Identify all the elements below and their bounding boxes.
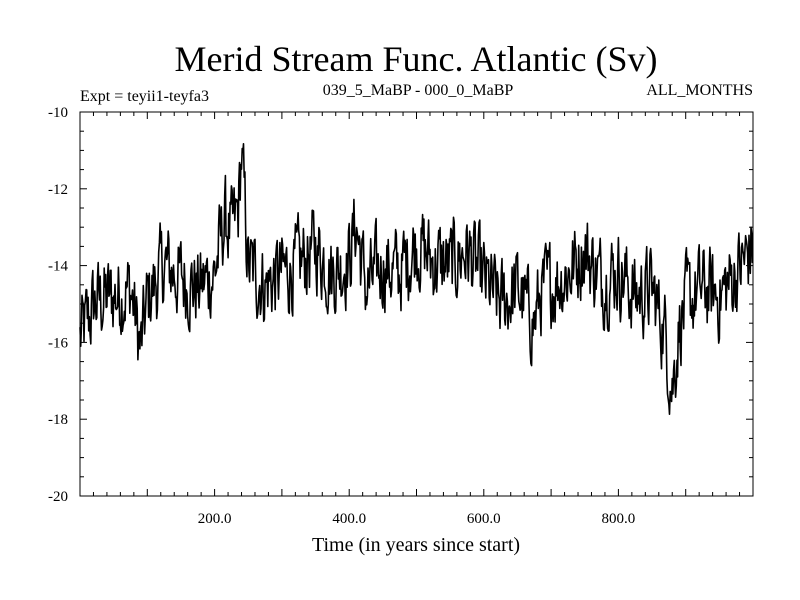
series-line [79,143,754,415]
plot-frame [79,111,754,497]
y-axis-ticks [80,111,753,497]
y-tick-label: -14 [48,259,68,275]
y-axis-tick-labels: -20 -18 -16 -14 -12 -10 [48,105,68,505]
y-tick-label: -20 [48,489,68,505]
y-tick-label: -16 [48,335,68,351]
y-tick-label: -12 [48,182,68,198]
y-tick-label: -18 [48,412,68,428]
months-label: ALL_MONTHS [646,82,753,99]
x-tick-label: 200.0 [198,511,232,527]
x-tick-label: 400.0 [332,511,366,527]
x-axis-tick-labels: 200.0 400.0 600.0 800.0 [198,511,636,527]
chart-title: Merid Stream Func. Atlantic (Sv) [175,39,658,79]
x-axis-label: Time (in years since start) [312,534,520,556]
experiment-label: Expt = teyii1-teyfa3 [80,88,209,105]
x-tick-label: 800.0 [602,511,636,527]
y-tick-label: -10 [48,105,68,121]
x-axis-ticks [79,112,754,496]
x-tick-label: 600.0 [467,511,501,527]
period-label: 039_5_MaBP - 000_0_MaBP [323,82,514,99]
